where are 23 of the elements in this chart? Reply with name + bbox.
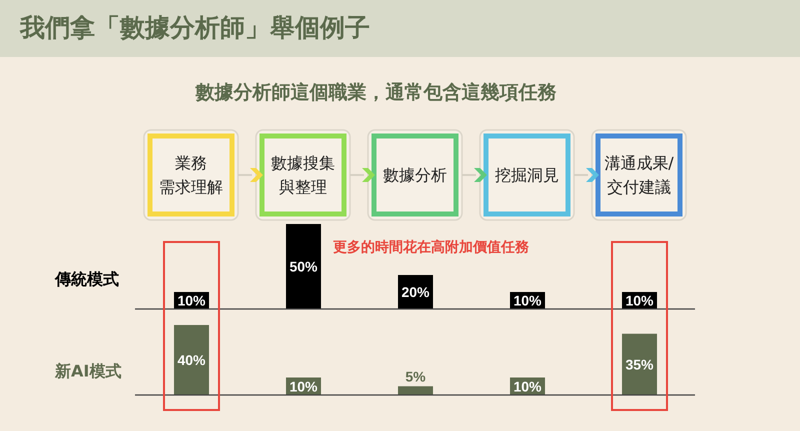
x-tick-label: 溝通成果/交付建議 — [604, 154, 674, 196]
x-tick-label: 業務需求理解 — [159, 154, 223, 196]
bar — [622, 334, 657, 395]
data-label: 35% — [625, 356, 654, 372]
chart-subtitle: 數據分析師這個職業，通常包含這幾項任務 — [196, 82, 556, 104]
text: 傳統模式 — [55, 270, 119, 289]
data-label: 10% — [513, 292, 542, 308]
annotation: 更多的時間花在高附加價值任務 — [333, 240, 529, 256]
data-label: 10% — [513, 378, 542, 394]
chart-title: 我們拿「數據分析師」舉個例子 — [20, 13, 370, 43]
bar — [174, 325, 209, 395]
x-tick-label: 挖掘洞見 — [495, 166, 559, 184]
bar — [398, 386, 433, 395]
x-tick-label: 數據分析 — [383, 166, 447, 184]
data-label: 20% — [401, 284, 430, 300]
data-label: 40% — [177, 352, 206, 368]
data-label: 10% — [625, 292, 654, 308]
data-label: 10% — [177, 292, 206, 308]
data-label: 5% — [405, 368, 426, 384]
data-label: 50% — [289, 258, 318, 274]
data-label: 10% — [289, 378, 318, 394]
x-tick-label: 數據搜集與整理 — [271, 154, 335, 196]
text: 新AI模式 — [55, 360, 122, 380]
